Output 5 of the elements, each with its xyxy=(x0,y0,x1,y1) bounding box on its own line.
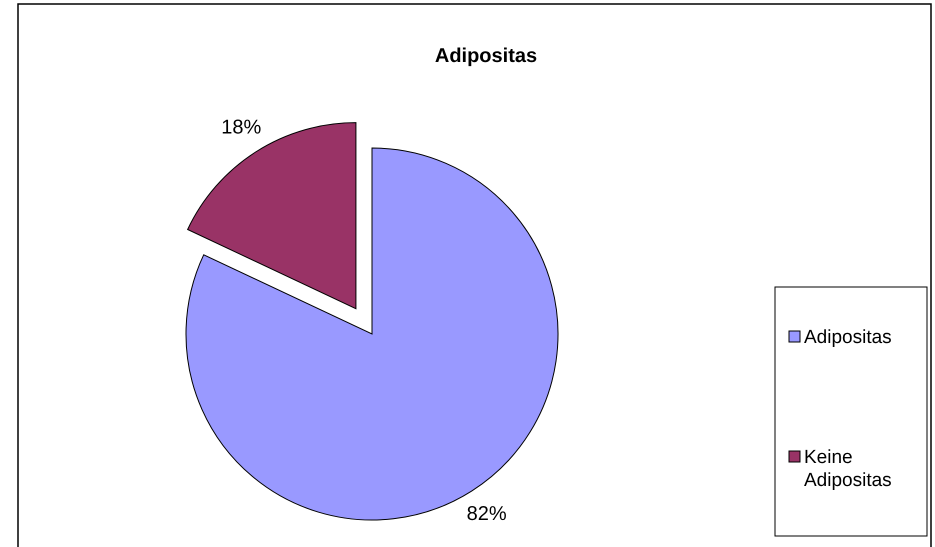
legend-label: Adipositas xyxy=(804,327,892,348)
data-label: 18% xyxy=(221,116,262,138)
chart-title: Adipositas xyxy=(434,45,538,67)
data-label: 82% xyxy=(466,502,507,525)
legend-label: Keine Adipositas xyxy=(804,447,892,491)
